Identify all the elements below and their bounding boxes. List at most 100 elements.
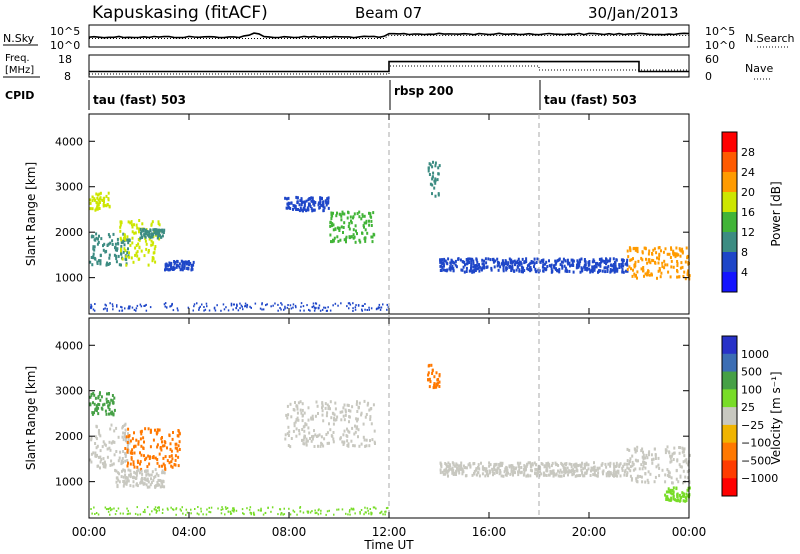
power-cell — [107, 233, 110, 237]
velocity-cell — [328, 422, 330, 426]
power-cell — [637, 259, 640, 263]
power-ground-cell — [143, 305, 145, 307]
velocity-ground-cell — [185, 508, 188, 511]
velocity-cell — [683, 447, 686, 451]
velocity-cell — [102, 462, 104, 466]
power-ground-cell — [135, 309, 137, 312]
velocity-cell — [119, 450, 122, 454]
velocity-cell — [641, 480, 644, 484]
velocity-cell — [636, 459, 639, 463]
power-cell — [579, 270, 582, 274]
power-cell — [111, 243, 114, 246]
velocity-cell — [601, 470, 604, 474]
power-cell — [96, 206, 99, 210]
power-cell — [534, 269, 537, 273]
velocity-cell — [676, 492, 679, 496]
freq-tick-bottom: 8 — [64, 70, 71, 83]
power-cell — [437, 193, 440, 197]
power-ground-cell — [112, 305, 114, 308]
velocity-cell — [623, 462, 626, 466]
velocity-cell — [149, 455, 151, 459]
velocity-cell — [161, 440, 163, 444]
velocity-ground-cell — [208, 510, 210, 513]
power-cell — [181, 265, 184, 269]
velocity-cell — [493, 463, 496, 467]
power-cell — [133, 231, 136, 235]
velocity-cell — [354, 430, 357, 434]
velocity-cell — [139, 451, 141, 455]
velocity-cell — [467, 463, 470, 467]
velocity-cell — [632, 462, 635, 466]
velocity-cell — [140, 429, 143, 433]
power-ground-cell — [166, 306, 168, 309]
velocity-ground-cell — [271, 506, 274, 509]
power-ground-cell — [237, 309, 240, 312]
velocity-ground-cell — [224, 513, 226, 516]
velocity-cell — [612, 462, 615, 466]
power-cell — [597, 270, 600, 273]
velocity-cell — [564, 471, 567, 475]
power-cell — [450, 259, 453, 263]
power-cell — [329, 224, 332, 228]
cpid-change-lines — [388, 114, 540, 518]
date-label: 30/Jan/2013 — [588, 4, 679, 22]
power-cell — [167, 268, 170, 272]
velocity-cell — [126, 459, 129, 462]
velocity-cell — [128, 441, 131, 445]
power-cell — [533, 257, 536, 261]
velocity-cell — [432, 386, 435, 390]
velocity-cell — [488, 469, 491, 473]
power-cell — [284, 196, 287, 200]
velocity-cell — [89, 403, 92, 407]
velocity-ground-cell — [354, 512, 356, 515]
velocity-colorbar-swatch — [722, 442, 737, 461]
velocity-cell — [668, 474, 671, 478]
power-cell — [175, 263, 178, 267]
velocity-cell — [342, 441, 345, 445]
velocity-cell — [464, 474, 467, 478]
velocity-cell — [365, 413, 368, 416]
power-cell — [90, 235, 93, 239]
velocity-cell — [344, 408, 347, 412]
velocity-cell — [307, 406, 310, 410]
velocity-cell — [127, 468, 130, 472]
power-cell — [636, 270, 639, 274]
velocity-cell — [158, 452, 161, 456]
velocity-cell — [642, 450, 644, 454]
power-ground-cell — [290, 307, 293, 310]
power-cell — [646, 261, 649, 265]
velocity-cell — [296, 416, 299, 420]
power-cell — [363, 225, 365, 229]
power-cell — [290, 201, 293, 205]
velocity-cell — [123, 479, 126, 483]
velocity-cell — [90, 436, 93, 440]
power-cell — [94, 257, 97, 261]
power-cell — [131, 236, 134, 240]
power-cell — [513, 259, 516, 263]
power-cell — [640, 267, 643, 271]
power-cell — [622, 270, 625, 274]
velocity-cell — [583, 474, 586, 478]
velocity-cell — [95, 409, 98, 413]
velocity-cell — [452, 473, 455, 476]
velocity-ground-cell — [166, 507, 169, 510]
power-ground-cell — [362, 304, 364, 307]
velocity-cell — [94, 435, 97, 439]
velocity-ground-cell — [367, 509, 369, 512]
power-cell — [339, 238, 342, 242]
velocity-cell — [104, 463, 107, 467]
velocity-cell — [464, 466, 467, 470]
velocity-cell — [305, 437, 308, 441]
nsearch-series — [89, 35, 689, 39]
power-cell — [571, 258, 574, 262]
power-cell — [139, 236, 142, 240]
nsearch-label: N.Search — [745, 32, 795, 45]
power-cell — [603, 266, 606, 270]
power-cell — [136, 254, 139, 258]
power-cell — [127, 241, 130, 245]
velocity-cell — [177, 444, 180, 448]
power-cell — [176, 260, 179, 264]
power-cell — [95, 236, 98, 240]
velocity-cell — [132, 463, 135, 466]
power-cell — [508, 257, 511, 261]
